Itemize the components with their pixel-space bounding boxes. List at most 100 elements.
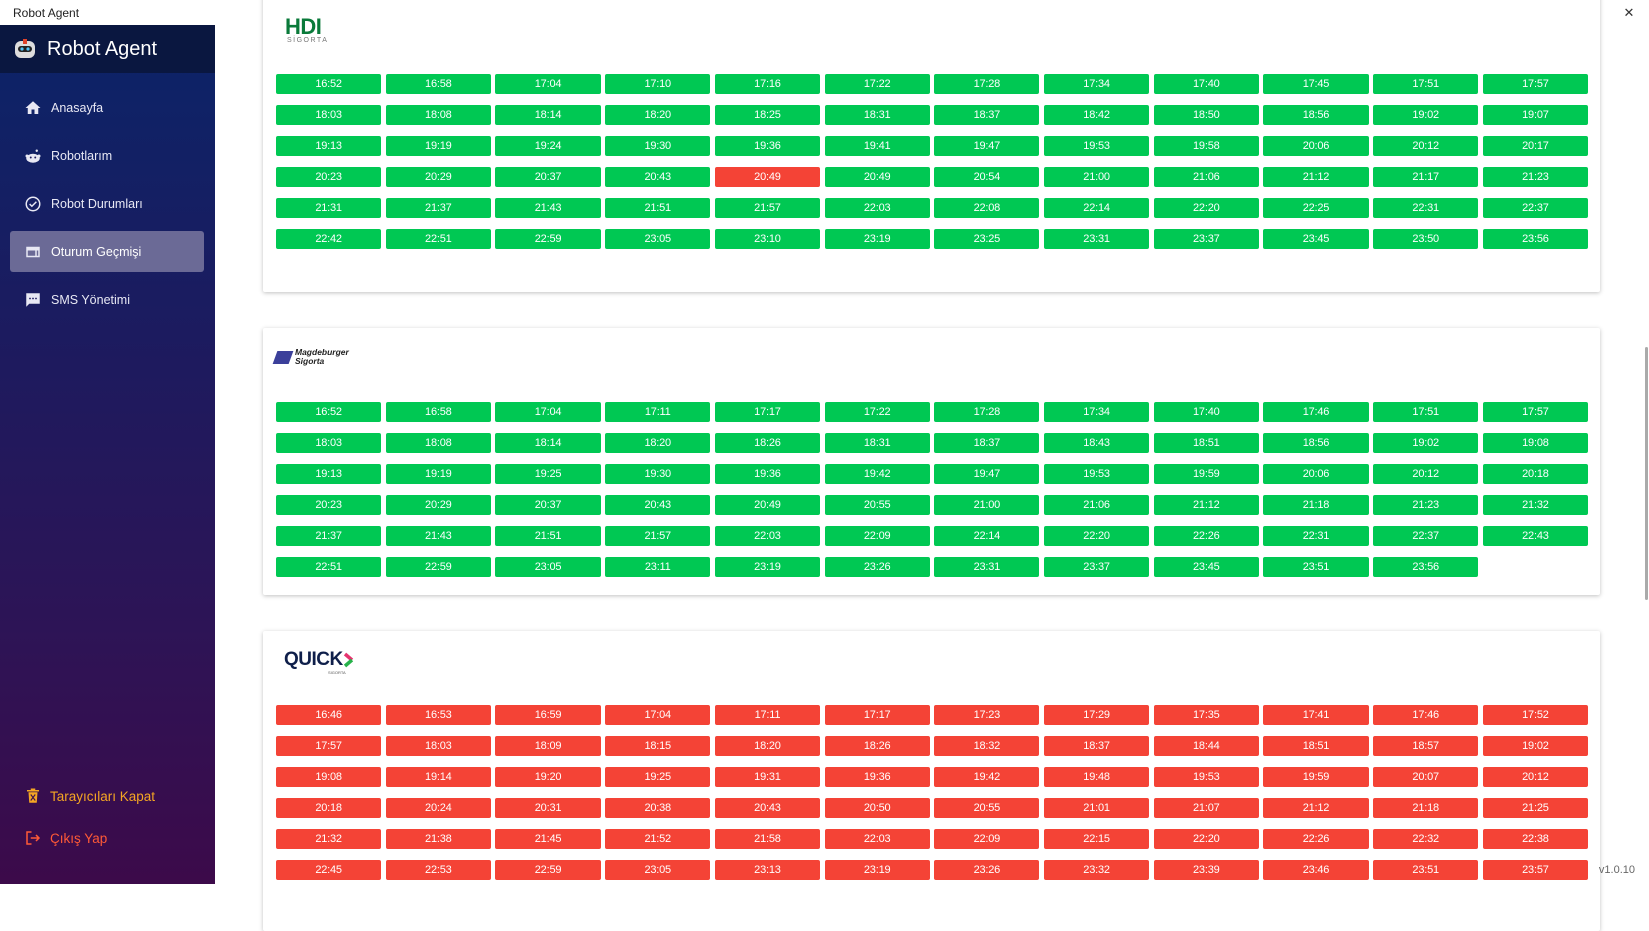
session-slot-success[interactable]: 21:06 <box>1043 495 1150 515</box>
session-slot-success[interactable]: 19:30 <box>605 464 711 484</box>
session-slot-failed[interactable]: 20:55 <box>934 798 1040 818</box>
session-slot-failed[interactable]: 21:07 <box>1153 798 1259 818</box>
session-slot-success[interactable]: 22:26 <box>1153 526 1259 546</box>
session-slot-success[interactable]: 18:03 <box>276 433 382 453</box>
session-slot-success[interactable]: 21:06 <box>1153 167 1259 187</box>
session-slot-success[interactable]: 19:30 <box>605 136 711 156</box>
session-slot-success[interactable]: 19:02 <box>1373 433 1479 453</box>
session-slot-success[interactable]: 19:25 <box>495 464 601 484</box>
session-slot-success[interactable]: 18:31 <box>824 105 930 125</box>
session-slot-success[interactable]: 23:37 <box>1153 229 1259 249</box>
logout-button[interactable]: Çıkış Yap <box>24 829 107 847</box>
session-slot-failed[interactable]: 23:26 <box>934 860 1040 880</box>
session-slot-success[interactable]: 18:31 <box>824 433 930 453</box>
session-slot-failed[interactable]: 20:38 <box>605 798 711 818</box>
session-slot-success[interactable]: 22:03 <box>714 526 821 546</box>
session-slot-success[interactable]: 20:54 <box>934 167 1040 187</box>
session-slot-success[interactable]: 20:49 <box>824 167 930 187</box>
session-slot-failed[interactable]: 19:14 <box>385 767 491 787</box>
session-slot-failed[interactable]: 18:37 <box>1043 736 1150 756</box>
session-slot-success[interactable]: 23:19 <box>714 557 821 577</box>
session-slot-failed[interactable]: 16:46 <box>276 705 382 725</box>
session-slot-success[interactable]: 16:58 <box>385 402 491 422</box>
session-slot-failed[interactable]: 19:08 <box>276 767 382 787</box>
session-slot-success[interactable]: 17:28 <box>934 402 1040 422</box>
session-slot-success[interactable]: 17:40 <box>1153 402 1259 422</box>
session-slot-success[interactable]: 23:45 <box>1263 229 1369 249</box>
session-slot-success[interactable]: 23:50 <box>1373 229 1479 249</box>
session-slot-success[interactable]: 21:17 <box>1373 167 1479 187</box>
session-slot-success[interactable]: 20:43 <box>605 167 711 187</box>
session-slot-failed[interactable]: 20:24 <box>385 798 491 818</box>
session-slot-failed[interactable]: 17:41 <box>1263 705 1369 725</box>
session-slot-failed[interactable]: 19:59 <box>1263 767 1369 787</box>
session-slot-success[interactable]: 17:10 <box>605 74 711 94</box>
session-slot-success[interactable]: 22:42 <box>276 229 382 249</box>
session-slot-failed[interactable]: 23:51 <box>1373 860 1479 880</box>
session-slot-success[interactable]: 23:19 <box>824 229 930 249</box>
session-slot-failed[interactable]: 21:58 <box>714 829 821 849</box>
session-slot-success[interactable]: 22:37 <box>1482 198 1588 218</box>
session-slot-success[interactable]: 18:20 <box>605 433 711 453</box>
session-slot-success[interactable]: 18:51 <box>1153 433 1259 453</box>
session-slot-success[interactable]: 19:58 <box>1153 136 1259 156</box>
session-slot-success[interactable]: 16:52 <box>276 402 382 422</box>
session-slot-success[interactable]: 22:25 <box>1263 198 1369 218</box>
session-slot-success[interactable]: 21:43 <box>385 526 491 546</box>
session-slot-failed[interactable]: 16:53 <box>385 705 491 725</box>
session-slot-success[interactable]: 23:05 <box>605 229 711 249</box>
session-slot-failed[interactable]: 22:59 <box>495 860 601 880</box>
session-slot-failed[interactable]: 18:57 <box>1373 736 1479 756</box>
session-slot-success[interactable]: 20:17 <box>1482 136 1588 156</box>
session-slot-success[interactable]: 17:34 <box>1043 402 1150 422</box>
session-slot-success[interactable]: 17:45 <box>1263 74 1369 94</box>
session-slot-failed[interactable]: 21:38 <box>385 829 491 849</box>
session-slot-success[interactable]: 21:00 <box>934 495 1040 515</box>
session-slot-success[interactable]: 20:06 <box>1263 464 1369 484</box>
session-slot-success[interactable]: 16:58 <box>385 74 491 94</box>
session-slot-success[interactable]: 18:20 <box>605 105 711 125</box>
session-slot-success[interactable]: 21:51 <box>605 198 711 218</box>
session-slot-success[interactable]: 22:14 <box>1043 198 1150 218</box>
session-slot-failed[interactable]: 22:15 <box>1043 829 1150 849</box>
session-slot-failed[interactable]: 19:36 <box>824 767 930 787</box>
session-slot-success[interactable]: 22:59 <box>495 229 601 249</box>
session-slot-success[interactable]: 20:12 <box>1373 136 1479 156</box>
session-slot-success[interactable]: 17:04 <box>495 74 601 94</box>
session-slot-success[interactable]: 22:03 <box>824 198 930 218</box>
session-slot-success[interactable]: 21:32 <box>1482 495 1588 515</box>
session-slot-success[interactable]: 23:11 <box>605 557 711 577</box>
session-slot-failed[interactable]: 22:09 <box>934 829 1040 849</box>
session-slot-failed[interactable]: 21:25 <box>1482 798 1588 818</box>
session-slot-success[interactable]: 20:23 <box>276 495 382 515</box>
session-slot-success[interactable]: 19:19 <box>385 136 491 156</box>
session-slot-success[interactable]: 17:28 <box>934 74 1040 94</box>
session-slot-success[interactable]: 18:14 <box>495 433 601 453</box>
session-slot-failed[interactable]: 20:31 <box>495 798 601 818</box>
session-slot-failed[interactable]: 18:44 <box>1153 736 1259 756</box>
session-slot-success[interactable]: 17:22 <box>824 402 930 422</box>
session-slot-success[interactable]: 19:19 <box>385 464 491 484</box>
session-slot-failed[interactable]: 20:50 <box>824 798 930 818</box>
session-slot-failed[interactable]: 23:57 <box>1482 860 1588 880</box>
session-slot-success[interactable]: 21:00 <box>1043 167 1150 187</box>
session-slot-failed[interactable]: 19:31 <box>714 767 821 787</box>
session-slot-success[interactable]: 17:57 <box>1482 402 1588 422</box>
sidebar-item-robot-durumlari[interactable]: Robot Durumları <box>10 183 204 224</box>
session-slot-success[interactable]: 23:37 <box>1043 557 1150 577</box>
session-slot-failed[interactable]: 23:46 <box>1263 860 1369 880</box>
session-slot-success[interactable]: 21:18 <box>1263 495 1369 515</box>
sidebar-item-oturum-gecmisi[interactable]: Oturum Geçmişi <box>10 231 204 272</box>
session-slot-failed[interactable]: 19:53 <box>1153 767 1259 787</box>
session-slot-success[interactable]: 19:41 <box>824 136 930 156</box>
session-slot-success[interactable]: 19:59 <box>1153 464 1259 484</box>
session-slot-failed[interactable]: 23:05 <box>605 860 711 880</box>
session-slot-success[interactable]: 23:05 <box>495 557 601 577</box>
session-slot-success[interactable]: 17:17 <box>714 402 821 422</box>
session-slot-success[interactable]: 23:25 <box>934 229 1040 249</box>
session-slot-failed[interactable]: 20:43 <box>714 798 821 818</box>
session-slot-success[interactable]: 23:31 <box>1043 229 1150 249</box>
session-slot-failed[interactable]: 18:03 <box>385 736 491 756</box>
session-slot-success[interactable]: 18:37 <box>934 105 1040 125</box>
session-slot-success[interactable]: 19:53 <box>1043 464 1150 484</box>
